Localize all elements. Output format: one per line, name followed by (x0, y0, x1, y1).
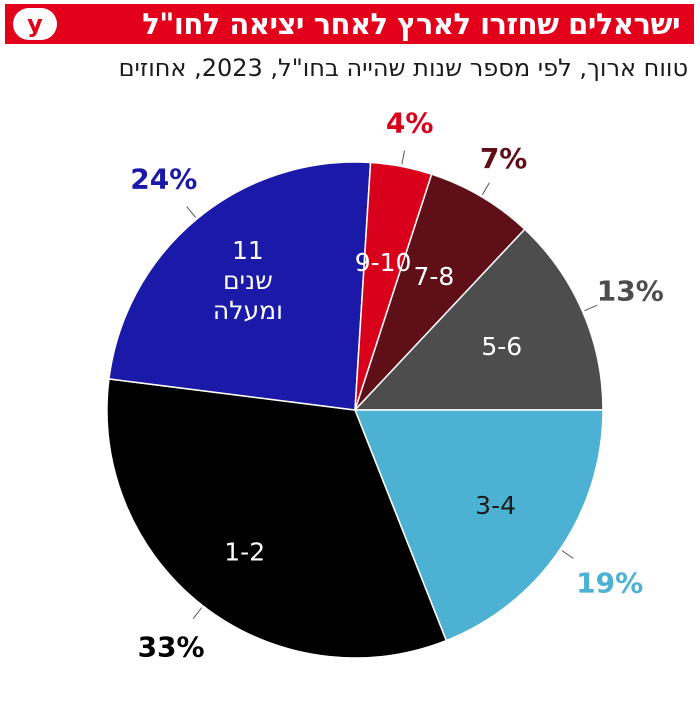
chart-subtitle: טווח ארוך, לפי מספר שנות שהייה בחו"ל, 20… (118, 54, 688, 82)
slice-label: 3-4 (475, 491, 516, 520)
logo-letter: y (27, 10, 43, 38)
pie-slice (353, 409, 604, 642)
title-bar: ישראלים שחזרו לארץ לאחר יציאה לחו"ל y (5, 4, 694, 44)
slice-label: 5-6 (481, 332, 522, 361)
slice-percent: 33% (138, 631, 205, 664)
slice-leader-line (192, 607, 203, 619)
pie-slice (354, 173, 526, 411)
slice-leader-line (401, 150, 405, 165)
slice-percent: 13% (597, 274, 664, 307)
chart-title: ישראלים שחזרו לארץ לאחר יציאה לחו"ל (142, 7, 680, 41)
brand-logo: y (13, 8, 57, 40)
slice-label: 1-2 (224, 538, 265, 567)
slice-percent: 19% (576, 567, 643, 600)
pie-slice (354, 161, 433, 411)
pie-slice (106, 378, 448, 659)
slice-leader-line (481, 182, 490, 196)
slice-leader-line (584, 304, 598, 312)
slice-percent: 24% (130, 162, 197, 195)
slice-label: ומעלה (213, 296, 283, 325)
slice-label: 7-8 (413, 262, 454, 291)
slice-label: 11 (232, 236, 264, 265)
slice-leader-line (186, 206, 196, 218)
slice-percent: 4% (386, 107, 434, 140)
pie-slice (353, 228, 604, 411)
slice-label: 9-10 (355, 248, 412, 277)
slice-label: שנים (223, 266, 273, 295)
slice-leader-line (561, 550, 574, 559)
slice-percent: 7% (480, 142, 528, 175)
pie-slice (108, 161, 372, 411)
